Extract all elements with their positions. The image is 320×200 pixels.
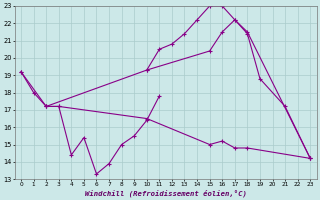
X-axis label: Windchill (Refroidissement éolien,°C): Windchill (Refroidissement éolien,°C) — [85, 189, 247, 197]
